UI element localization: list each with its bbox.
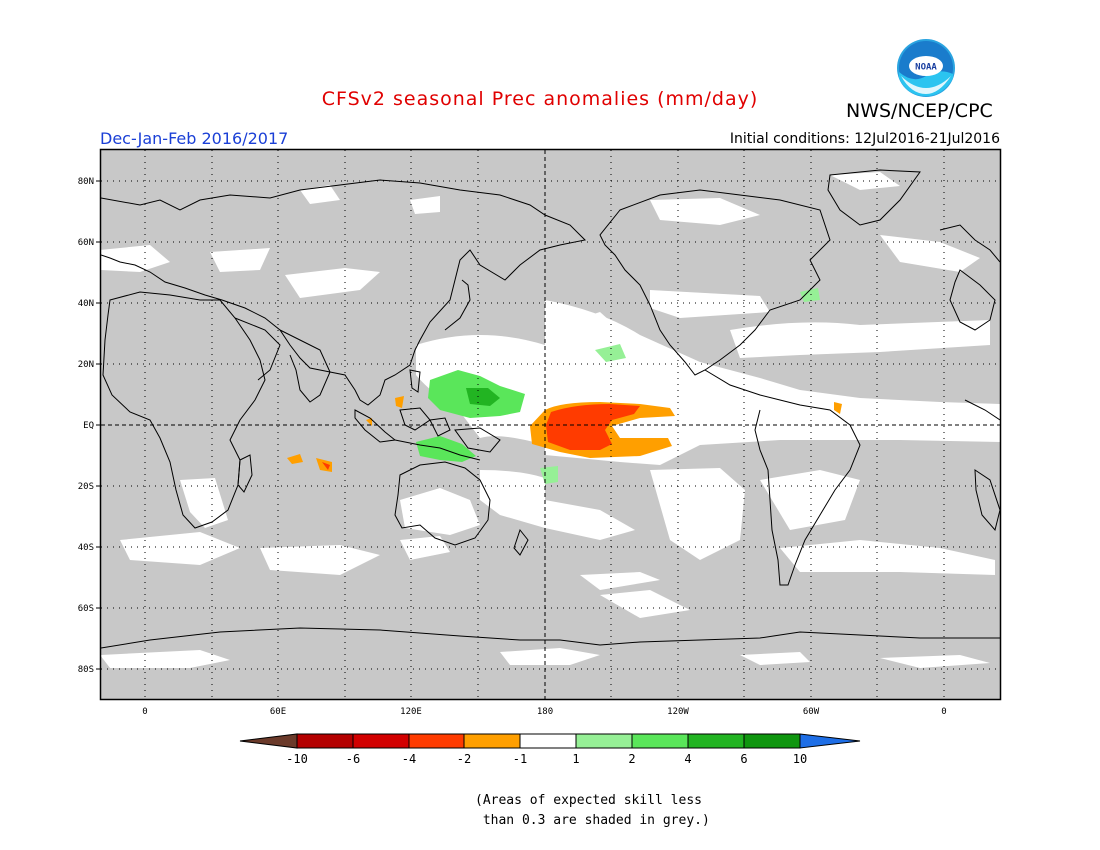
svg-text:10: 10 xyxy=(793,752,807,766)
svg-text:1: 1 xyxy=(572,752,579,766)
svg-text:60W: 60W xyxy=(803,707,820,717)
brazil-dry-anomaly xyxy=(834,402,842,414)
svg-text:40N: 40N xyxy=(78,299,94,309)
svg-text:2: 2 xyxy=(628,752,635,766)
svg-text:EQ: EQ xyxy=(83,421,94,431)
svg-text:-4: -4 xyxy=(402,752,416,766)
sumatra-dry-anomaly xyxy=(366,418,372,426)
svg-text:-6: -6 xyxy=(346,752,360,766)
agency-label: NWS/NCEP/CPC xyxy=(846,100,993,122)
svg-text:120E: 120E xyxy=(400,707,422,717)
initial-conditions-label: Initial conditions: 12Jul2016-21Jul2016 xyxy=(729,131,1000,147)
atlantic-wet-anomaly xyxy=(800,288,820,302)
svg-text:180: 180 xyxy=(537,707,553,717)
svg-text:-2: -2 xyxy=(457,752,471,766)
svg-text:0: 0 xyxy=(941,707,946,717)
colorbar-high-arrow xyxy=(799,733,861,749)
latitude-ticks xyxy=(96,180,101,670)
reference-lines xyxy=(101,150,1000,699)
sea-dry-anomaly xyxy=(395,396,404,408)
svg-text:80N: 80N xyxy=(78,177,94,187)
svg-text:-1: -1 xyxy=(513,752,527,766)
longitude-labels: 0 60E 120E 180 120W 60W 0 xyxy=(142,707,946,717)
season-label: Dec-Jan-Feb 2016/2017 xyxy=(100,129,289,148)
colorbar xyxy=(239,733,861,749)
near-zero-anomaly-areas xyxy=(101,172,1000,668)
svg-text:0: 0 xyxy=(142,707,147,717)
svg-text:4: 4 xyxy=(684,752,691,766)
svg-text:40S: 40S xyxy=(78,543,94,553)
svg-text:60N: 60N xyxy=(78,238,94,248)
svg-text:120W: 120W xyxy=(667,707,689,717)
pacific-dry-anomaly-strong xyxy=(546,404,640,450)
svg-text:60E: 60E xyxy=(270,707,286,717)
colorbar-labels: -10 -6 -4 -2 -1 1 2 4 6 10 xyxy=(286,752,807,766)
indian-ocean-dry-anomaly xyxy=(287,454,303,464)
noaa-logo: NOAA xyxy=(897,39,955,97)
skill-footnote: (Areas of expected skill less than 0.3 a… xyxy=(475,793,710,828)
coastlines xyxy=(101,169,1000,649)
svg-text:NOAA: NOAA xyxy=(915,63,937,73)
north-pacific-wet-anomaly xyxy=(595,344,626,362)
svg-text:-10: -10 xyxy=(286,752,308,766)
chart-title: CFSv2 seasonal Prec anomalies (mm/day) xyxy=(321,88,759,110)
latitude-labels: 80N 60N 40N 20N EQ 20S 40S 60S 80S xyxy=(78,177,94,675)
west-pacific-wet-anomaly-core xyxy=(466,388,500,406)
svg-text:80S: 80S xyxy=(78,665,94,675)
svg-text:60S: 60S xyxy=(78,604,94,614)
indian-ocean-dry-anomaly-core xyxy=(322,462,330,470)
colorbar-low-arrow xyxy=(239,733,298,749)
svg-text:20N: 20N xyxy=(78,360,94,370)
svg-text:20S: 20S xyxy=(78,482,94,492)
svg-text:6: 6 xyxy=(740,752,747,766)
